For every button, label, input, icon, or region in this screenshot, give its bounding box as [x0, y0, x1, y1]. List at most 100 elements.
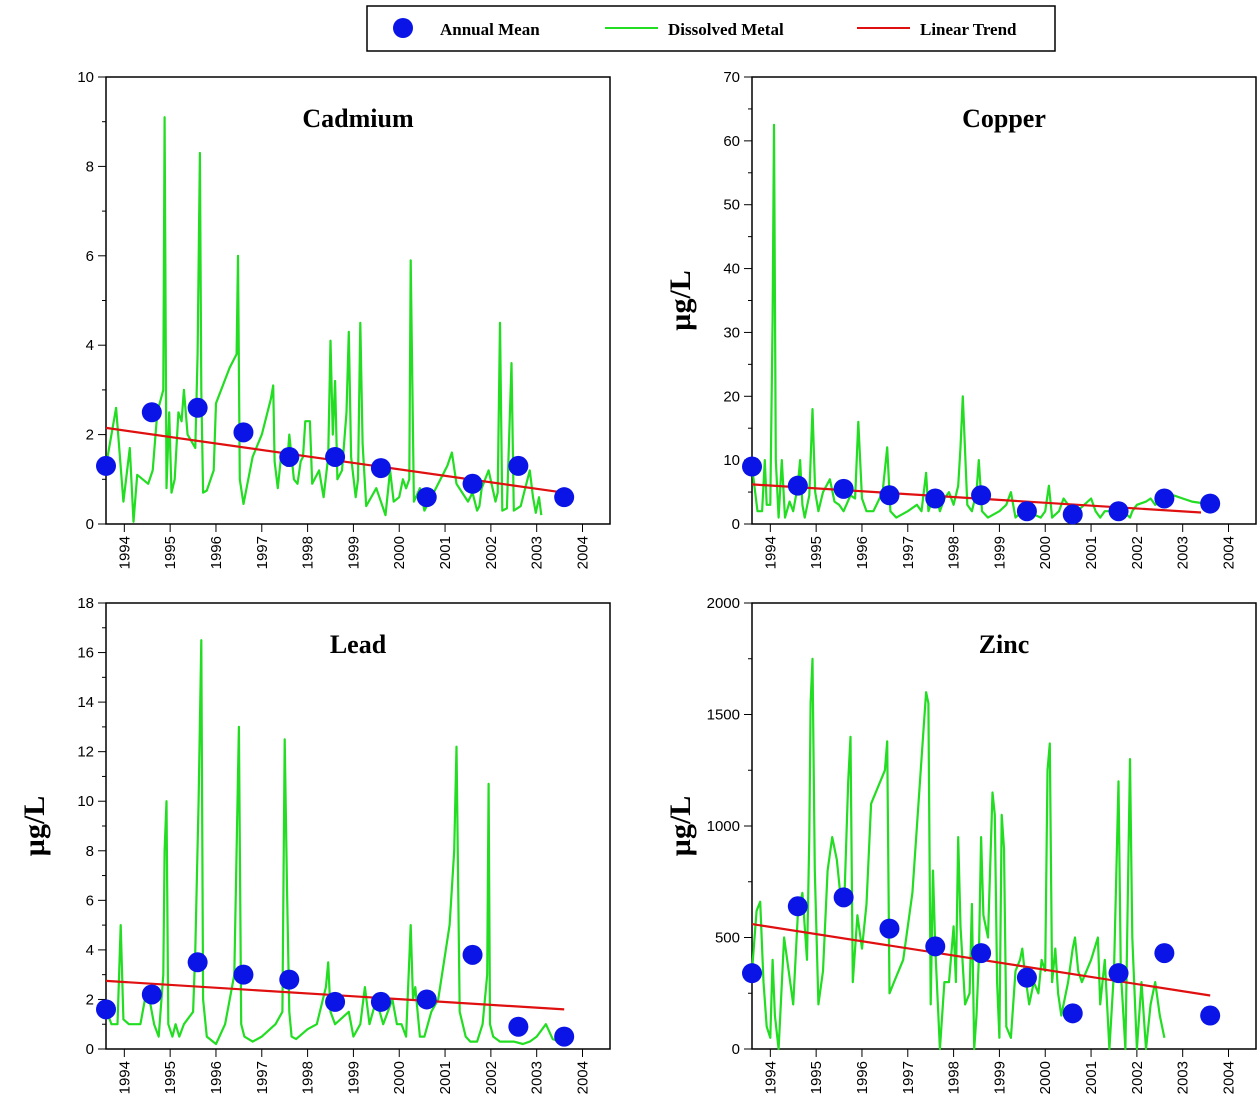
- annual-mean-point: [187, 952, 208, 973]
- x-tick-label: 2002: [483, 1061, 500, 1094]
- annual-mean-point: [742, 456, 762, 477]
- annual-mean-point: [187, 397, 208, 418]
- annual-mean-point: [279, 446, 300, 467]
- y-tick-label: 16: [77, 645, 94, 662]
- annual-mean-point: [971, 485, 992, 506]
- x-tick-label: 1997: [254, 1061, 271, 1094]
- annual-mean-point: [141, 984, 162, 1005]
- plot-data: [96, 639, 575, 1047]
- annual-mean-point: [554, 1026, 575, 1047]
- x-tick-label: 2000: [391, 1061, 408, 1094]
- y-tick-label: 2: [86, 427, 94, 444]
- plot-data: [96, 116, 575, 523]
- annual-mean-point: [787, 896, 808, 917]
- annual-mean-point: [1016, 501, 1037, 522]
- annual-mean-point: [462, 944, 483, 965]
- x-tick-label: 1999: [991, 1061, 1008, 1094]
- legend: Annual Mean Dissolved Metal Linear Trend: [366, 5, 1056, 52]
- y-tick-label: 2000: [707, 595, 740, 612]
- x-tick-label: 1994: [116, 536, 133, 569]
- x-tick-label: 1999: [991, 536, 1008, 569]
- annual-mean-point: [879, 918, 900, 939]
- annual-mean-point: [1108, 501, 1129, 522]
- x-tick-label: 2004: [1221, 536, 1238, 569]
- y-tick-label: 10: [77, 793, 94, 810]
- annual-mean-point: [462, 473, 483, 494]
- dissolved-metal-line: [104, 639, 569, 1046]
- y-tick-label: 1000: [707, 818, 740, 835]
- y-tick-label: 50: [723, 197, 740, 214]
- x-tick-label: 2001: [437, 1061, 454, 1094]
- annual-mean-point: [1108, 963, 1129, 984]
- annual-mean-point: [971, 943, 992, 964]
- annual-mean-point: [233, 964, 254, 985]
- dissolved-metal-line: [750, 657, 1166, 1051]
- annual-mean-point: [1154, 943, 1175, 964]
- y-tick-label: 14: [77, 694, 94, 711]
- y-tick-label: 500: [715, 930, 740, 947]
- y-axis-label: µg/L: [18, 796, 51, 857]
- x-tick-label: 1998: [300, 1061, 317, 1094]
- annual-mean-point: [1200, 493, 1221, 514]
- annual-mean-point: [925, 488, 946, 509]
- x-tick-label: 2003: [529, 1061, 546, 1094]
- legend-linear-trend-label: Linear Trend: [920, 20, 1017, 39]
- annual-mean-point: [370, 458, 391, 479]
- x-tick-label: 1998: [946, 536, 963, 569]
- chart-title: Copper: [962, 104, 1046, 133]
- y-tick-label: 4: [86, 337, 94, 354]
- x-tick-label: 2004: [575, 1061, 592, 1094]
- y-tick-label: 8: [86, 843, 94, 860]
- x-tick-label: 1994: [762, 536, 779, 569]
- y-tick-label: 8: [86, 158, 94, 175]
- x-tick-label: 1996: [208, 536, 225, 569]
- x-tick-label: 2002: [483, 536, 500, 569]
- x-tick-label: 2000: [1037, 1061, 1054, 1094]
- x-tick-label: 1997: [900, 536, 917, 569]
- annual-mean-point: [96, 455, 116, 476]
- annual-mean-point: [879, 485, 900, 506]
- y-tick-label: 0: [86, 1041, 94, 1058]
- x-tick-label: 1995: [808, 1061, 825, 1094]
- x-tick-label: 2003: [1175, 1061, 1192, 1094]
- annual-mean-point: [96, 999, 116, 1020]
- plot-frame: [751, 76, 1257, 525]
- x-tick-label: 2004: [575, 536, 592, 569]
- annual-mean-point: [925, 936, 946, 957]
- x-tick-label: 2000: [391, 536, 408, 569]
- annual-mean-point: [416, 989, 437, 1010]
- dissolved-metal-line: [104, 116, 543, 523]
- y-tick-label: 20: [723, 388, 740, 405]
- y-tick-label: 18: [77, 595, 94, 612]
- x-tick-label: 1999: [345, 536, 362, 569]
- x-tick-label: 1997: [254, 536, 271, 569]
- x-tick-label: 2000: [1037, 536, 1054, 569]
- x-tick-label: 1995: [162, 1061, 179, 1094]
- y-tick-label: 12: [77, 744, 94, 761]
- y-tick-label: 10: [77, 69, 94, 86]
- legend-annual-mean-label: Annual Mean: [440, 20, 540, 39]
- x-tick-label: 1996: [208, 1061, 225, 1094]
- chart-title: Zinc: [979, 630, 1030, 659]
- y-tick-label: 0: [732, 1041, 740, 1058]
- x-tick-label: 2001: [1083, 1061, 1100, 1094]
- annual-mean-point: [833, 478, 854, 499]
- plot-data: [742, 657, 1221, 1051]
- annual-mean-point: [370, 991, 391, 1012]
- annual-mean-point: [833, 887, 854, 908]
- chart-title: Cadmium: [302, 104, 414, 133]
- y-axis-label: µg/L: [664, 796, 697, 857]
- x-tick-label: 1995: [808, 536, 825, 569]
- x-tick-label: 2001: [1083, 536, 1100, 569]
- y-tick-label: 0: [86, 516, 94, 533]
- x-tick-label: 2003: [529, 536, 546, 569]
- panel-zinc: 0 500 1000 1500 2000 1994 1995 1996 1997 1998 1999…: [664, 595, 1257, 1094]
- y-tick-label: 2: [86, 991, 94, 1008]
- legend-annual-mean-marker: [393, 18, 413, 38]
- plot-data: [742, 123, 1221, 525]
- dissolved-metal-line: [750, 123, 1218, 519]
- x-tick-label: 2003: [1175, 536, 1192, 569]
- legend-dissolved-metal-label: Dissolved Metal: [668, 20, 784, 39]
- annual-mean-point: [325, 446, 346, 467]
